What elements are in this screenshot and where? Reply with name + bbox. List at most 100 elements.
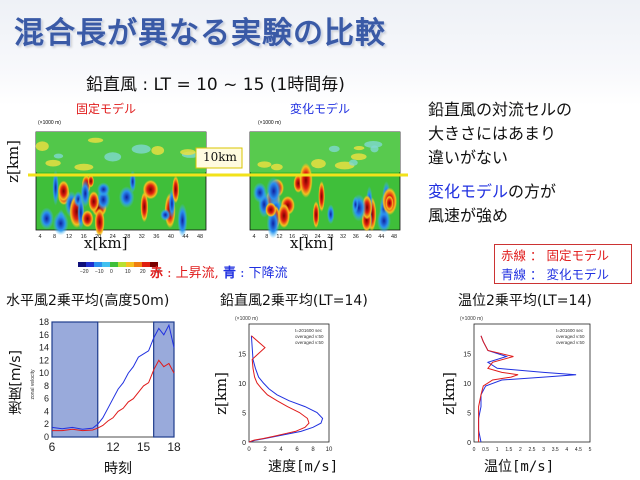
x-tick-label: 2 [519, 447, 522, 453]
x-tick-label: 8 [311, 447, 315, 453]
downdraft-cell [377, 208, 391, 233]
maps-ylabel: z[km] [4, 140, 22, 183]
panel1-title: 水平風2乗平均(高度50m) [6, 293, 170, 309]
plot-legend-line: overaged v:50 [556, 334, 585, 339]
updraft-cell [299, 162, 313, 198]
updraft-cell [312, 201, 320, 229]
updraft-cell [318, 180, 325, 212]
upper-cell [151, 145, 165, 155]
x-tick-label: 5 [589, 447, 592, 453]
x-tick-label: 12 [106, 440, 120, 454]
plot-legend-line: overaged v:50 [295, 334, 324, 339]
panel1-ylabel: 速度[m/s] [8, 350, 24, 415]
updraft-cell [142, 179, 159, 200]
line-legend: 赤線 ： 固定モデル 青線 ： 変化モデル [494, 244, 632, 284]
updraft-cell [57, 180, 70, 202]
upper-cell [311, 158, 326, 169]
map-x-tick: 36 [353, 234, 359, 240]
colorbar-tick: 10 [125, 269, 131, 275]
x-tick-label: 0.5 [482, 447, 489, 453]
caption-end: : 下降流 [235, 266, 288, 281]
right-map-xlabel: x[km] [290, 234, 334, 252]
downdraft-cell [352, 196, 359, 213]
colorbar-swatch [94, 262, 102, 267]
observation-notes: 鉛直風の対流セルの 大きさにはあまり 違いがない 変化モデルの方が 風速が強め [428, 98, 572, 228]
upper-cell [53, 153, 64, 159]
map-x-tick: 16 [81, 234, 87, 240]
map-x-tick: 24 [315, 234, 321, 240]
downdraft-cell [266, 176, 282, 206]
y-tick-label: 0 [467, 440, 471, 447]
updraft-cell [81, 210, 94, 228]
updraft-cell [140, 191, 149, 223]
series-red-line [248, 335, 310, 443]
map-x-tick: 20 [302, 234, 308, 240]
map-x-tick: 12 [66, 234, 72, 240]
upper-cell [353, 146, 365, 151]
map-x-tick: 28 [327, 234, 333, 240]
colorbar-swatch [150, 262, 158, 267]
fixed-model-map: 4 8 12 16 20 24 28 32 36 40 44 48 [35, 131, 207, 240]
unit-label: (×1000 m) [460, 316, 483, 322]
y-tick-label: 10 [463, 381, 471, 388]
x-tick-label: 2.5 [529, 447, 536, 453]
x-tick-label: 4 [279, 447, 283, 453]
right-map-unit: (×1000 m) [258, 120, 281, 126]
panel3-xlabel: 温位[m/s] [484, 459, 555, 475]
plot-legend-line: overaged v:50 [556, 340, 585, 345]
colorbar-tick: −20 [80, 269, 89, 275]
updraft-cell [88, 191, 100, 213]
colorbar-swatch [86, 262, 94, 267]
note-line-3: 違いがない [428, 148, 509, 167]
note-line-1: 鉛直風の対流セルの [428, 100, 573, 119]
plot-legend-line: t=201600 sec [556, 328, 584, 333]
plot-legend-line: t=201600 sec [295, 328, 323, 333]
series-blue-line [248, 335, 324, 443]
plot-legend-line: overaged v:50 [295, 340, 324, 345]
x-tick-label: 6 [49, 440, 56, 454]
y-tick-label: 15 [238, 352, 246, 359]
y-tick-label: 16 [39, 330, 49, 340]
legend-blue-line: 青線 ： 変化モデル [501, 267, 609, 282]
caption-blue: 青 [222, 266, 236, 281]
updraft-cell [94, 207, 105, 237]
plot-frame [248, 323, 330, 443]
fixed-model-label: 固定モデル [76, 102, 137, 116]
colorbar-swatch [110, 262, 118, 267]
map-x-tick: 44 [378, 234, 384, 240]
upper-cell [350, 153, 367, 161]
x-tick-label: 0 [247, 447, 251, 453]
upper-cell [74, 163, 94, 171]
series-blue-line [478, 335, 577, 443]
slide-title: 混合長が異なる実験の比較 [14, 16, 386, 51]
y-tick-label: 8 [44, 381, 49, 391]
downdraft-cell [177, 203, 188, 238]
downdraft-cell [39, 207, 54, 230]
y-tick-label: 15 [463, 352, 471, 359]
upper-cell [87, 137, 104, 143]
highlight-period [51, 321, 99, 438]
colorbar-tick: 30 [155, 269, 161, 275]
panel2-title: 鉛直風2乗平均(LT=14) [220, 293, 368, 309]
caption-red: 赤 [150, 266, 164, 281]
series-red-line [478, 335, 519, 442]
y-tick-label: 12 [39, 355, 49, 365]
map-x-tick: 4 [252, 234, 255, 240]
panel2-ylabel: z[km] [212, 372, 230, 415]
upper-cell [348, 159, 358, 166]
downdraft-cell [252, 182, 267, 203]
y-tick-label: 18 [39, 317, 49, 327]
x-tick-label: 4.5 [575, 447, 582, 453]
series-red-line [52, 359, 175, 432]
map-x-tick: 48 [391, 234, 397, 240]
downdraft-cell [97, 182, 110, 197]
upper-cell [364, 140, 383, 148]
upper-cell [180, 149, 196, 156]
x-tick-label: 6 [295, 447, 299, 453]
x-tick-label: 0 [473, 447, 476, 453]
variable-model-label: 変化モデル [290, 102, 351, 116]
map-x-tick: 8 [265, 234, 268, 240]
x-tick-label: 2 [263, 447, 267, 453]
colorbar-swatch [102, 262, 110, 267]
